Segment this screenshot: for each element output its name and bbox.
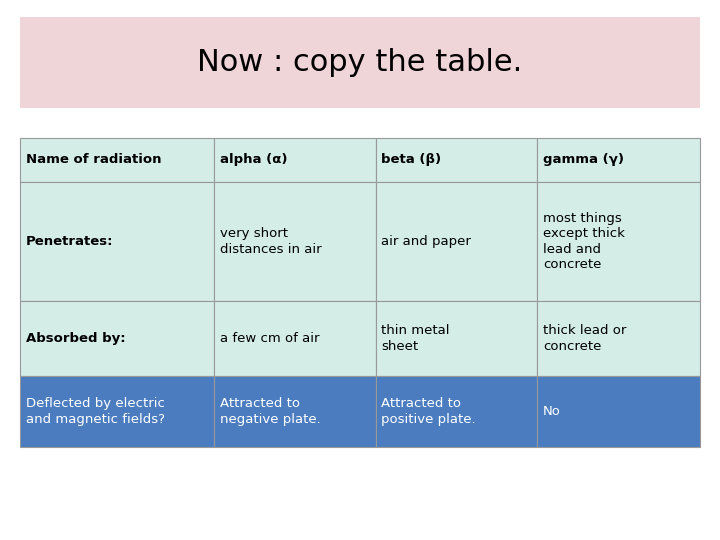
Text: Absorbed by:: Absorbed by: [26,332,125,345]
Bar [20,182,214,301]
Text: a few cm of air: a few cm of air [220,332,319,345]
Bar [20,138,214,182]
Text: very short
distances in air: very short distances in air [220,227,321,255]
Text: No: No [543,405,561,418]
Bar [537,376,700,447]
Text: Attracted to
negative plate.: Attracted to negative plate. [220,397,320,426]
Bar [376,301,537,376]
Text: Name of radiation: Name of radiation [26,153,161,166]
Text: thick lead or
concrete: thick lead or concrete [543,325,626,353]
Bar [376,182,537,301]
Bar [214,182,376,301]
Text: air and paper: air and paper [382,235,472,248]
Text: Now : copy the table.: Now : copy the table. [197,48,523,77]
Text: Attracted to
positive plate.: Attracted to positive plate. [382,397,476,426]
Bar [376,376,537,447]
Text: alpha (α): alpha (α) [220,153,287,166]
Text: beta (β): beta (β) [382,153,441,166]
Bar [537,138,700,182]
Bar [537,301,700,376]
Bar [214,376,376,447]
Text: gamma (γ): gamma (γ) [543,153,624,166]
Text: Deflected by electric
and magnetic fields?: Deflected by electric and magnetic field… [26,397,165,426]
Bar [537,182,700,301]
Bar [214,138,376,182]
Bar [20,17,700,108]
Text: Penetrates:: Penetrates: [26,235,114,248]
Bar [376,138,537,182]
Bar [20,301,214,376]
Bar [20,376,214,447]
Text: most things
except thick
lead and
concrete: most things except thick lead and concre… [543,212,625,271]
Text: thin metal
sheet: thin metal sheet [382,325,450,353]
Bar [214,301,376,376]
